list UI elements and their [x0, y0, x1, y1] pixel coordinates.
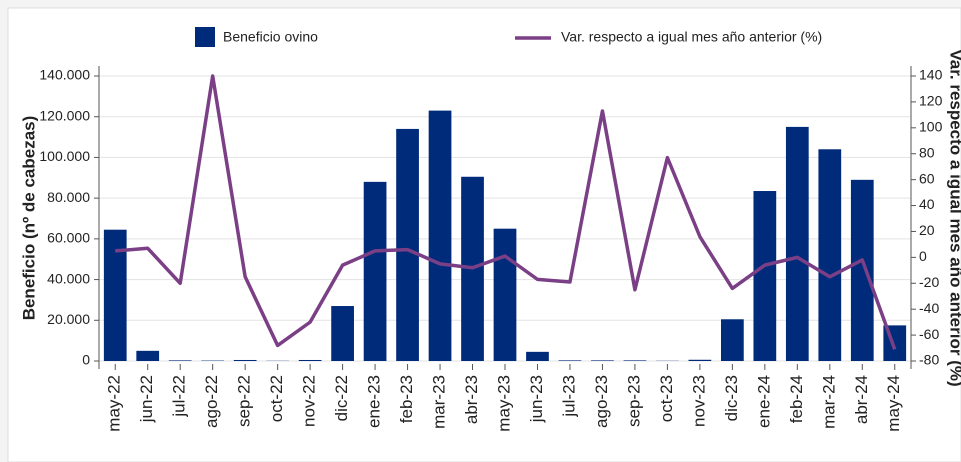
bar: [396, 128, 419, 361]
x-tick-label: jul-23: [559, 375, 578, 418]
y2-tick-label: 120: [919, 93, 943, 109]
bar: [558, 360, 582, 361]
bar: [363, 181, 387, 361]
x-tick-label: jun-23: [527, 375, 546, 423]
y-tick-label: 80.000: [47, 189, 90, 205]
y2-tick-label: 80: [919, 144, 935, 160]
y-tick-label: 40.000: [47, 270, 90, 286]
y-tick-label: 140.000: [39, 67, 90, 83]
x-tick-label: may-24: [884, 375, 903, 432]
x-tick-label: jul-22: [170, 375, 189, 418]
y2-tick-label: 40: [919, 196, 935, 212]
x-tick-label: feb-23: [397, 375, 416, 423]
y-tick-label: 0: [82, 352, 90, 368]
bar: [720, 319, 744, 361]
legend-label: Var. respecto a igual mes año anterior (…: [561, 29, 822, 45]
bar: [623, 360, 647, 361]
x-tick-label: abr-23: [462, 375, 481, 424]
y-tick-label: 120.000: [39, 107, 90, 123]
bar: [298, 359, 322, 361]
legend-label: Beneficio ovino: [223, 29, 318, 45]
y2-tick-label: 0: [919, 248, 927, 264]
line: [115, 74, 897, 350]
x-tick-label: oct-22: [267, 375, 286, 422]
bar: [850, 179, 874, 361]
bar: [428, 110, 452, 361]
x-tick-label: dic-22: [332, 375, 351, 421]
y-tick-label: 100.000: [39, 148, 90, 164]
x-tick-label: dic-23: [722, 375, 741, 421]
x-tick-label: may-23: [494, 375, 513, 432]
bar: [785, 126, 809, 362]
bar: [818, 149, 842, 361]
bar: [526, 351, 549, 361]
bar: [753, 191, 777, 361]
x-tick-label: ene-24: [754, 375, 773, 428]
y-tick-label: 20.000: [47, 311, 90, 327]
x-tick-label: mar-24: [819, 375, 838, 429]
x-tick-label: ago-23: [592, 375, 611, 428]
x-tick-label: mar-23: [430, 375, 449, 429]
bar: [493, 228, 517, 361]
bar: [331, 306, 354, 361]
bar: [688, 359, 712, 361]
bar: [103, 229, 127, 361]
x-tick-label: nov-23: [689, 375, 708, 427]
bar: [168, 360, 192, 361]
y2-tick-label: -80: [919, 352, 939, 368]
y2-tick-label: 100: [919, 119, 943, 135]
bar: [136, 350, 160, 361]
x-tick-label: abr-24: [852, 375, 871, 424]
x-tick-label: jun-22: [137, 375, 156, 423]
bar: [591, 360, 614, 361]
y-axis-title: Beneficio (nº de cabezas): [19, 116, 38, 321]
x-tick-label: nov-22: [300, 375, 319, 427]
y2-tick-label: -20: [919, 274, 939, 290]
y2-axis-title: Var. respecto a igual mes año anterior (…: [947, 49, 961, 386]
legend-swatch: [195, 27, 215, 47]
y2-tick-label: -40: [919, 300, 939, 316]
x-tick-label: ago-22: [202, 375, 221, 428]
y2-tick-label: 60: [919, 170, 935, 186]
bar: [233, 359, 257, 361]
x-tick-label: sep-23: [624, 375, 643, 427]
x-tick-label: sep-22: [235, 375, 254, 427]
x-tick-label: oct-23: [657, 375, 676, 422]
y2-tick-label: -60: [919, 326, 939, 342]
y2-tick-label: 20: [919, 222, 935, 238]
x-tick-label: feb-24: [787, 375, 806, 423]
x-tick-label: may-22: [105, 375, 124, 432]
y2-tick-label: 140: [919, 67, 943, 83]
y-tick-label: 60.000: [47, 230, 90, 246]
x-tick-label: ene-23: [365, 375, 384, 428]
